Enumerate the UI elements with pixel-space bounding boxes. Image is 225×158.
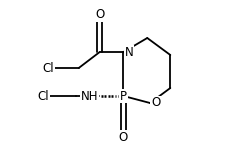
Text: Cl: Cl bbox=[38, 89, 49, 103]
Text: O: O bbox=[151, 97, 160, 109]
Text: Cl: Cl bbox=[42, 61, 53, 75]
Text: N: N bbox=[124, 46, 133, 58]
Text: NH: NH bbox=[80, 89, 98, 103]
Text: O: O bbox=[118, 131, 128, 144]
Text: P: P bbox=[119, 89, 126, 103]
Text: O: O bbox=[95, 8, 104, 21]
